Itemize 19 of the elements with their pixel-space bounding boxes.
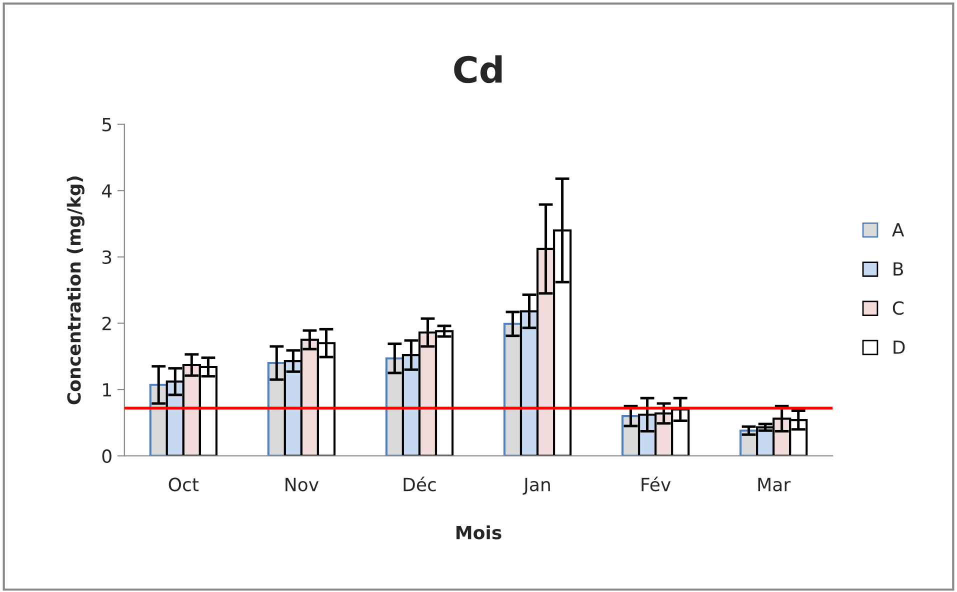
x-tick-label: Déc — [404, 476, 436, 492]
chart-title: Cd — [454, 55, 502, 84]
y-tick-label: 3 — [102, 250, 112, 264]
y-tick-label: 5 — [102, 118, 112, 132]
x-tick-label: Oct — [168, 478, 199, 492]
y-axis-title: Concentration (mg/kg) — [66, 176, 84, 404]
x-axis-title: Mois — [456, 525, 502, 540]
legend-label: D — [894, 340, 905, 354]
y-tick-label: 1 — [103, 383, 111, 396]
y-tick-label: 4 — [102, 184, 112, 198]
y-tick-label: 2 — [102, 316, 111, 330]
x-tick-label: Mar — [758, 478, 791, 492]
legend-label: C — [892, 301, 904, 315]
legend-label: B — [894, 262, 903, 276]
x-tick-label: Jan — [522, 478, 550, 495]
x-tick-label: Nov — [286, 478, 319, 492]
y-tick-label: 0 — [102, 449, 112, 463]
legend-label: A — [892, 223, 904, 236]
x-tick-label: Fév — [642, 476, 671, 492]
